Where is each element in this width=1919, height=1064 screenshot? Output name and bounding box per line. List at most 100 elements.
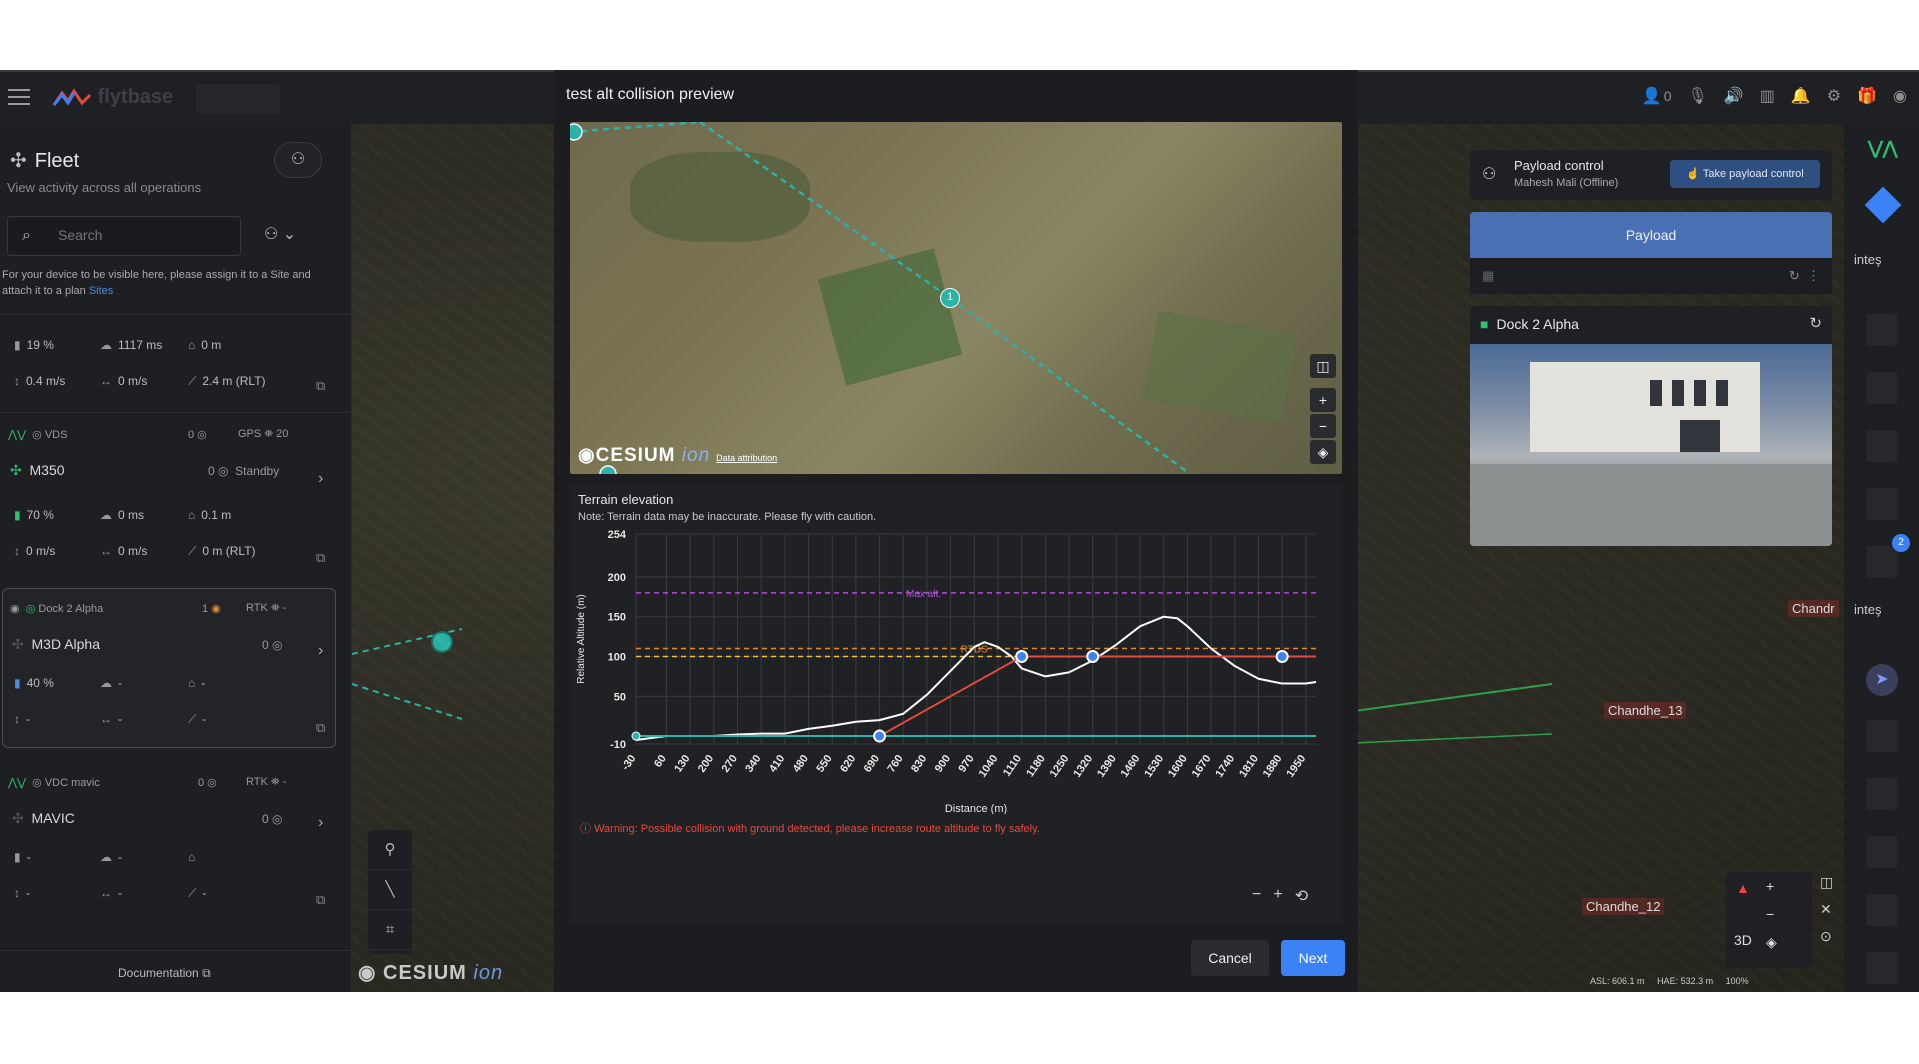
rail-item[interactable]: [1866, 778, 1898, 810]
chart-zoom-in-icon[interactable]: +: [1273, 886, 1283, 903]
chevron-right-icon[interactable]: ›: [318, 814, 324, 831]
rail-item[interactable]: [1866, 546, 1898, 578]
hamburger-menu-icon[interactable]: [8, 89, 30, 105]
chevron-right-icon[interactable]: ›: [318, 470, 324, 487]
bell-icon[interactable]: 🔔: [1790, 88, 1811, 105]
terrain-patch: [630, 152, 810, 242]
chart-reset-icon[interactable]: ⟲: [1294, 888, 1309, 905]
rail-item[interactable]: [1866, 430, 1898, 462]
cube-icon[interactable]: ◫: [1310, 354, 1336, 378]
x-tick-label: 200: [696, 753, 716, 775]
waypoint-marker[interactable]: 1: [940, 288, 960, 308]
device-card-selected[interactable]: [2, 588, 336, 748]
device-m350[interactable]: ✣ M350: [10, 462, 65, 479]
cancel-button[interactable]: Cancel: [1191, 940, 1269, 976]
open-external-icon[interactable]: ⧉: [316, 720, 326, 735]
sites-link[interactable]: Sites: [88, 285, 114, 297]
speaker-icon[interactable]: 🔊: [1723, 88, 1744, 105]
x-tick-label: 1530: [1142, 753, 1166, 780]
warning-text: Warning: Possible collision with ground …: [594, 823, 1040, 835]
warning-icon: ◉: [211, 603, 221, 615]
zoom-out-icon[interactable]: −: [1310, 414, 1336, 438]
latency-value: -: [118, 850, 122, 864]
chart-zoom-out-icon[interactable]: −: [1252, 886, 1262, 903]
rail-item[interactable]: [1866, 952, 1898, 984]
more-icon[interactable]: ⋮: [1807, 268, 1820, 283]
x-tick-label: 1320: [1071, 753, 1095, 780]
altitude-value: -: [202, 712, 207, 726]
account-icon[interactable]: ◉: [1893, 88, 1907, 105]
site-selector[interactable]: [196, 84, 280, 114]
rail-item[interactable]: [1866, 314, 1898, 346]
dock-camera-feed[interactable]: [1470, 344, 1832, 546]
view-3d-toggle[interactable]: 3D: [1734, 932, 1752, 948]
cube-icon[interactable]: ◫: [1820, 874, 1834, 890]
rail-item[interactable]: [1866, 488, 1898, 520]
navigation-icon[interactable]: ➤: [1866, 664, 1898, 696]
pin-tool-icon[interactable]: ⚲: [368, 830, 412, 870]
hspeed-stat: ↔ -: [100, 712, 122, 726]
next-button[interactable]: Next: [1281, 940, 1345, 976]
crop-tool-icon[interactable]: ⌗: [368, 910, 412, 950]
payload-tab[interactable]: Payload: [1470, 212, 1832, 258]
device-state: 0 ◎ Standby: [208, 464, 280, 478]
rail-item[interactable]: [1866, 894, 1898, 926]
app-logo[interactable]: flytbase: [52, 86, 173, 109]
app-logo-small-icon[interactable]: ⋁⋀: [1868, 138, 1898, 158]
map-label-chandr[interactable]: Chandr: [1788, 600, 1839, 617]
open-external-icon[interactable]: ⧉: [316, 378, 326, 393]
line-tool-icon[interactable]: ╲: [368, 870, 412, 910]
data-attribution-link[interactable]: Data attribution: [716, 453, 778, 463]
flytbase-logo-icon: [52, 87, 92, 106]
latency-value: 1117 ms: [118, 338, 163, 352]
app-window: flytbase 👤 0 🎙 🔊 ▥ 🔔 ⚙ 🎁 ◉ ✣ Fleet View ac…: [0, 70, 1919, 992]
fleet-search[interactable]: ⌕: [7, 216, 241, 256]
refresh-icon[interactable]: ↻: [1788, 268, 1800, 283]
ion-text: ion: [681, 445, 711, 466]
refresh-icon[interactable]: ↻: [1809, 315, 1822, 332]
rail-item[interactable]: [1866, 372, 1898, 404]
chevron-down-icon: ⌄: [282, 226, 297, 243]
gift-icon[interactable]: 🎁: [1857, 88, 1878, 105]
route-preview-map[interactable]: 1 ◫ + − ◈ ◉CESIUM ion Data attribution: [570, 122, 1342, 474]
collision-warning: ⓘ Warning: Possible collision with groun…: [580, 820, 1040, 836]
gear-icon[interactable]: ⚙: [1826, 88, 1842, 105]
device-m3d-alpha[interactable]: ✣ M3D Alpha: [12, 636, 100, 653]
home-value: 0 m: [201, 338, 222, 352]
chevron-right-icon[interactable]: ›: [318, 642, 324, 659]
compass-icon[interactable]: ▲: [1736, 880, 1750, 896]
mic-icon[interactable]: 🎙: [1687, 88, 1708, 105]
user-filter-button[interactable]: ⚇ ⌄: [264, 224, 296, 244]
map-label-chandhe-12[interactable]: Chandhe_12: [1582, 898, 1665, 915]
zoom-in-icon[interactable]: +: [1766, 878, 1775, 894]
layers-icon[interactable]: ◈: [1310, 440, 1336, 464]
x-tick-label: 760: [885, 753, 905, 775]
start-dot: [631, 731, 641, 741]
zoom-out-icon[interactable]: −: [1766, 906, 1775, 922]
assign-user-button[interactable]: ⚇: [274, 142, 322, 178]
device-mavic[interactable]: ✣ MAVIC: [12, 810, 75, 827]
cesium-logo-bottom: ◉ CESIUM ion: [358, 962, 504, 984]
locate-icon[interactable]: ⊙: [1820, 928, 1832, 944]
analytics-icon[interactable]: ▥: [1759, 88, 1775, 105]
hspeed-stat: ↔ 0 m/s: [100, 544, 147, 558]
users-icon[interactable]: 👤 0: [1641, 88, 1672, 105]
take-payload-control-button[interactable]: ☝ Take payload control: [1670, 160, 1820, 188]
diamond-icon[interactable]: [1864, 186, 1902, 224]
zoom-in-icon[interactable]: +: [1310, 388, 1336, 412]
hae-readout: HAE: 532.3 m: [1657, 976, 1714, 986]
layers-icon[interactable]: ◈: [1766, 934, 1777, 950]
rail-item[interactable]: [1866, 720, 1898, 752]
drone-icon: ✣: [12, 636, 24, 652]
open-external-icon[interactable]: ⧉: [316, 892, 326, 907]
documentation-link[interactable]: Documentation ⧉: [118, 966, 211, 981]
search-input[interactable]: [58, 227, 228, 243]
expand-icon[interactable]: ✕: [1820, 901, 1832, 917]
rail-item[interactable]: [1866, 836, 1898, 868]
open-external-icon[interactable]: ⧉: [316, 550, 326, 565]
cesium-text: CESIUM: [595, 445, 676, 466]
map-label-chandhe-13[interactable]: Chandhe_13: [1604, 702, 1687, 719]
rail-label-2[interactable]: inteş: [1854, 602, 1882, 617]
rail-label-1[interactable]: inteş: [1854, 252, 1882, 267]
